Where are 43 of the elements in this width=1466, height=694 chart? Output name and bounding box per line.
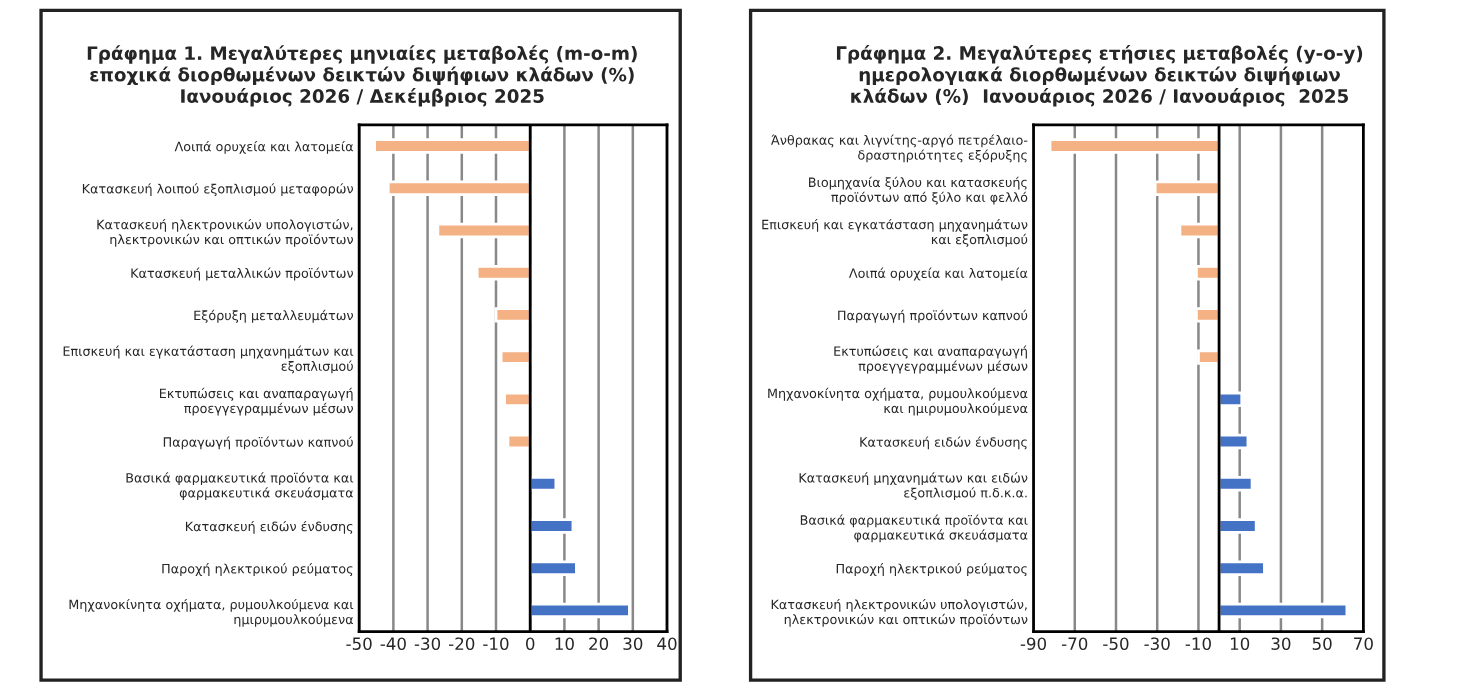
bar	[528, 602, 631, 619]
x-tick-label: 50	[1312, 637, 1332, 650]
x-tick-label: 30	[623, 637, 643, 650]
bar	[503, 391, 532, 408]
bar	[1217, 602, 1349, 619]
bar	[528, 518, 575, 534]
bar	[1195, 264, 1221, 281]
bar	[1217, 476, 1254, 492]
bar	[386, 180, 532, 196]
x-tick-label: -20	[448, 637, 475, 650]
x-tick-label: 30	[1271, 637, 1291, 650]
bar	[1217, 391, 1244, 408]
x-tick-label: 10	[555, 637, 574, 650]
chart-title: Γράφημα 2. Μεγαλύτερες ετήσιες μεταβολές (y-o-y) ημερολογιακά διορθωμένων δεικτών διψήφιων κλάδων (%) Ιανουάριος 2026 / Ιανουάριος 2025	[836, 45, 1363, 107]
bar	[475, 264, 532, 281]
bar	[528, 560, 578, 576]
bar	[1217, 433, 1250, 450]
x-tick-label: 10	[1230, 637, 1250, 650]
bar	[1197, 349, 1221, 365]
x-tick-label: -30	[414, 637, 441, 650]
x-tick-label: -90	[1020, 637, 1047, 650]
x-tick-label: -70	[1061, 637, 1088, 650]
x-tick-label: 40	[657, 637, 677, 650]
x-tick-label: -10	[1185, 637, 1211, 650]
bar	[373, 138, 532, 154]
bar	[499, 349, 532, 365]
bar	[436, 222, 532, 239]
x-tick-label: 0	[526, 637, 535, 650]
bar	[1153, 180, 1221, 196]
chart-title: Γράφημα 1. Μεγαλύτερες μηνιαίες μεταβολές (m-o-m) εποχικά διορθωμένων δεικτών διψήφιων κλάδων (%) Ιανουάριος 2026 / Δεκέμβριος 2025	[87, 45, 637, 107]
bar	[1195, 307, 1221, 323]
bar	[1217, 518, 1258, 534]
bar	[494, 307, 532, 323]
x-tick-label: -40	[380, 637, 406, 650]
bar	[1217, 560, 1266, 576]
x-tick-label: -50	[1103, 637, 1129, 650]
x-tick-label: -10	[483, 637, 509, 650]
bar	[1048, 138, 1221, 154]
x-tick-label: -30	[1144, 637, 1170, 650]
bar	[1178, 222, 1221, 239]
x-tick-label: 20	[589, 637, 609, 650]
x-tick-label: 70	[1354, 637, 1373, 650]
x-tick-label: -50	[346, 637, 372, 650]
